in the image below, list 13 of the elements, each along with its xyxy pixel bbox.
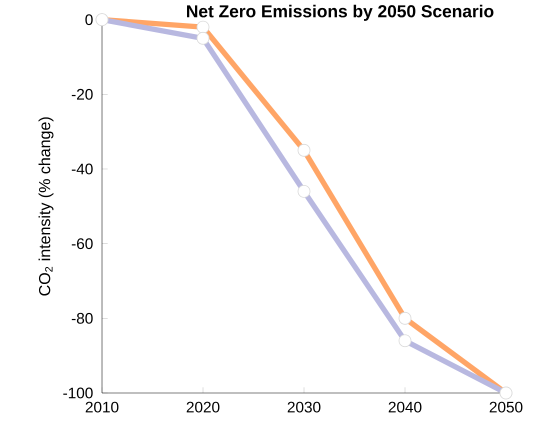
x-tick-label: 2010: [86, 402, 118, 413]
x-tick-label: 2050: [490, 402, 522, 413]
y-tick-label: -100: [63, 388, 93, 398]
y-tick-label: -80: [72, 312, 93, 324]
y-tick-label: 0: [85, 14, 93, 26]
x-tick-label: 2030: [288, 402, 320, 413]
y-tick-label: -40: [72, 164, 93, 174]
y-axis-title: CO$_{2}$ intensity (% change): [38, 117, 54, 296]
chart-title: Net Zero Emissions by 2050 Scenario: [187, 4, 494, 21]
y-tick-label: -60: [72, 238, 93, 250]
x-tick-label: 2040: [388, 402, 422, 413]
y-tick-label: -20: [72, 88, 93, 100]
x-tick-label: 2020: [186, 402, 220, 413]
